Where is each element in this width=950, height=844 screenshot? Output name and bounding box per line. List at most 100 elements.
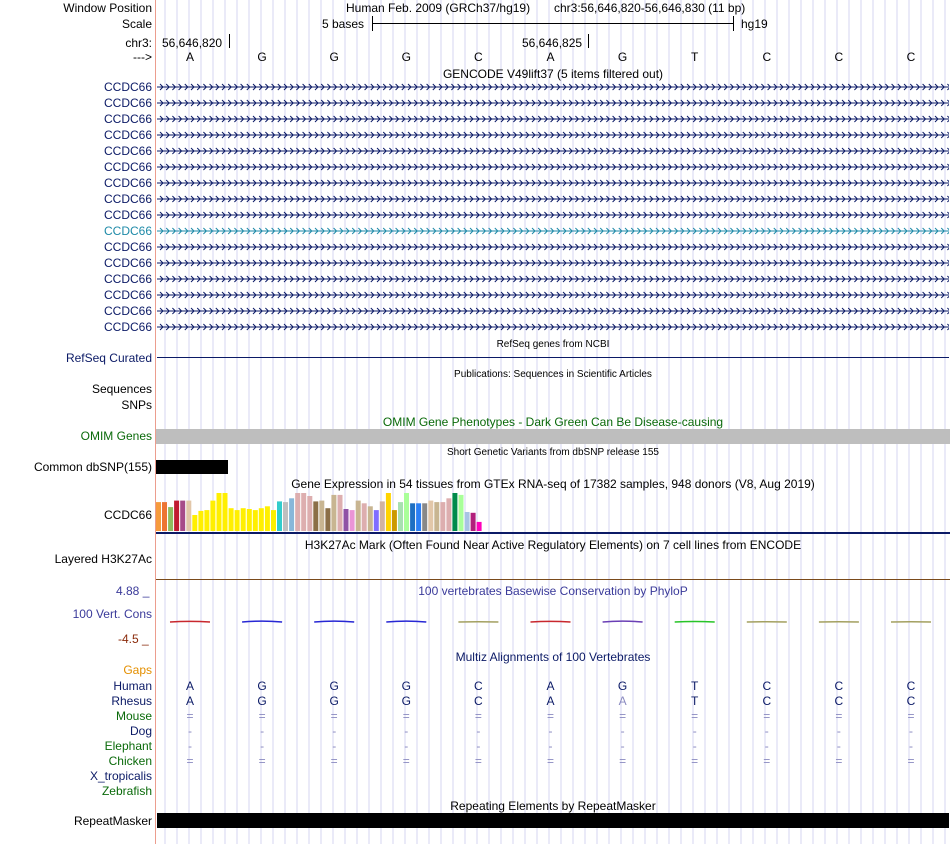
h3k27ac-label[interactable]: Layered H3K27Ac (54, 552, 152, 566)
dbsnp-label[interactable]: Common dbSNP(155) (33, 460, 152, 474)
gencode-track[interactable] (157, 80, 949, 336)
species-label[interactable]: Human (113, 679, 152, 693)
coord-mid: 56,646,825 (522, 36, 583, 50)
gencode-transcript-label[interactable]: CCDC66 (103, 160, 152, 174)
gencode-transcript-label[interactable]: CCDC66 (103, 208, 152, 222)
reference-base: G (401, 50, 411, 64)
aligned-base: - (909, 739, 913, 753)
omim-track-title[interactable]: OMIM Gene Phenotypes - Dark Green Can Be… (382, 415, 724, 429)
species-label[interactable]: Chicken (108, 754, 152, 768)
omim-feature-bar[interactable] (156, 429, 950, 444)
gaps-label[interactable]: Gaps (123, 663, 152, 677)
aligned-base: - (620, 724, 625, 738)
strand-label: ---> (133, 50, 152, 64)
repeatmasker-label[interactable]: RepeatMasker (73, 814, 152, 828)
aligned-base: A (185, 679, 194, 693)
phylop-track-title[interactable]: 100 vertebrates Basewise Conservation by… (418, 584, 688, 598)
gencode-transcript-label[interactable]: CCDC66 (103, 304, 152, 318)
aligned-base: = (330, 754, 338, 768)
aligned-base: A (185, 694, 194, 708)
gencode-transcript-label[interactable]: CCDC66 (103, 224, 152, 238)
aligned-base: = (835, 709, 843, 723)
scale-bar (372, 23, 734, 24)
aligned-base: - (836, 724, 841, 738)
gencode-transcript-label[interactable]: CCDC66 (103, 256, 152, 270)
species-label[interactable]: Elephant (104, 739, 152, 753)
publications-track-title[interactable]: Publications: Sequences in Scientific Ar… (454, 369, 652, 380)
gencode-track-title[interactable]: GENCODE V49lift37 (5 items filtered out) (442, 67, 664, 81)
aligned-base: = (258, 709, 266, 723)
aligned-base: - (476, 724, 481, 738)
gtex-tissue-bar (422, 503, 428, 531)
gencode-transcript-label[interactable]: CCDC66 (103, 240, 152, 254)
species-label[interactable]: Mouse (115, 709, 152, 723)
gtex-tissue-bar (440, 502, 446, 531)
gtex-tissue-bar (458, 494, 464, 531)
species-label[interactable]: Zebrafish (101, 784, 152, 798)
aligned-base: = (907, 709, 915, 723)
gencode-transcript-label[interactable]: CCDC66 (103, 192, 152, 206)
strand-arrows (159, 195, 949, 203)
aligned-base: - (332, 739, 337, 753)
gtex-tissue-bar (307, 496, 313, 531)
reference-base: G (257, 50, 267, 64)
h3k27ac-baseline (156, 579, 950, 580)
gtex-tissue-bar (301, 493, 307, 531)
aligned-base: G (401, 694, 411, 708)
gencode-transcript-label[interactable]: CCDC66 (103, 80, 152, 94)
refseq-label[interactable]: RefSeq Curated (65, 351, 152, 365)
refseq-gene-line[interactable] (157, 357, 949, 358)
h3k27ac-track-title[interactable]: H3K27Ac Mark (Often Found Near Active Re… (304, 538, 802, 552)
species-label[interactable]: Dog (129, 724, 152, 738)
refseq-track-title[interactable]: RefSeq genes from NCBI (496, 339, 610, 350)
aligned-base: = (835, 754, 843, 768)
gtex-gene-label[interactable]: CCDC66 (103, 508, 152, 522)
species-label[interactable]: Rhesus (111, 694, 152, 708)
gencode-transcript-label[interactable]: CCDC66 (103, 112, 152, 126)
phylop-label[interactable]: 100 Vert. Cons (72, 607, 152, 621)
gencode-transcript-label[interactable]: CCDC66 (103, 144, 152, 158)
species-label[interactable]: X_tropicalis (89, 769, 152, 783)
repeatmasker-element-bar[interactable] (157, 813, 949, 828)
aligned-base: = (474, 754, 482, 768)
aligned-base: C (762, 679, 772, 693)
phylop-score-mark (242, 620, 283, 623)
gtex-tissue-bar (410, 503, 416, 531)
gtex-tissue-bar (289, 498, 295, 531)
aligned-base: G (257, 679, 267, 693)
gencode-transcript-label[interactable]: CCDC66 (103, 176, 152, 190)
gencode-transcript-label[interactable]: CCDC66 (103, 288, 152, 302)
gtex-tissue-bar (210, 500, 216, 531)
aligned-base: T (691, 694, 699, 708)
aligned-base: G (617, 679, 628, 693)
gencode-transcript-label[interactable]: CCDC66 (103, 128, 152, 142)
aligned-base: = (474, 709, 482, 723)
gtex-track-title[interactable]: Gene Expression in 54 tissues from GTEx … (291, 477, 815, 491)
reference-base: G (329, 50, 339, 64)
gtex-tissue-bar (180, 500, 186, 531)
omim-label[interactable]: OMIM Genes (80, 429, 152, 443)
aligned-base: - (548, 724, 553, 738)
gencode-transcript-label[interactable]: CCDC66 (103, 272, 152, 286)
gencode-transcript-label[interactable]: CCDC66 (103, 96, 152, 110)
aligned-base: = (402, 754, 410, 768)
gtex-tissue-bar (319, 500, 325, 531)
dbsnp-track-title[interactable]: Short Genetic Variants from dbSNP releas… (447, 447, 659, 458)
gencode-transcript-label[interactable]: CCDC66 (103, 320, 152, 334)
reference-base: A (185, 50, 194, 64)
publications-sequences-label[interactable]: Sequences (91, 382, 152, 396)
repeatmasker-track-title[interactable]: Repeating Elements by RepeatMasker (450, 799, 656, 813)
gtex-tissue-bar (331, 494, 337, 531)
publications-snps-label[interactable]: SNPs (121, 398, 152, 412)
gtex-tissue-bar (434, 502, 440, 531)
multiz-track-title[interactable]: Multiz Alignments of 100 Vertebrates (455, 650, 651, 664)
gtex-tissue-bar (337, 494, 343, 531)
dbsnp-variant-bar[interactable] (156, 460, 228, 474)
aligned-base: = (907, 754, 915, 768)
aligned-base: = (763, 754, 771, 768)
gtex-expression-chart[interactable] (156, 490, 950, 534)
aligned-base: = (258, 754, 266, 768)
phylop-conservation-track[interactable] (157, 600, 949, 650)
aligned-base: - (548, 739, 553, 753)
